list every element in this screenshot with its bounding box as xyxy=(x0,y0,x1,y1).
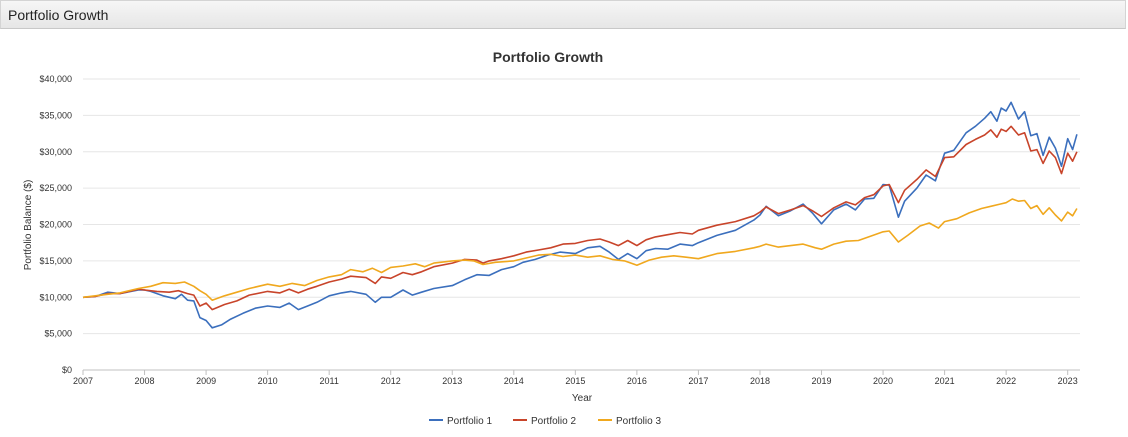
series-line-portfolio-2[interactable] xyxy=(82,125,1078,311)
y-tick-label: $35,000 xyxy=(39,110,72,120)
y-tick-label: $25,000 xyxy=(39,183,72,193)
x-axis-title: Year xyxy=(572,393,593,404)
y-tick-label: $30,000 xyxy=(39,147,72,157)
axes: $0 $5,000 $10,000 $15,000 $20,000 $25,000 $30,… xyxy=(39,74,1077,386)
portfolio-growth-chart: Portfolio Growth $0$5,000$10,000$15,000$… xyxy=(23,49,1080,427)
y-tick-label: $10,000 xyxy=(39,292,72,302)
panel-header: Portfolio Growth xyxy=(0,0,1126,29)
x-tick-label: 2007 xyxy=(73,376,93,386)
x-tick-label: 2008 xyxy=(135,376,155,386)
legend-label[interactable]: Portfolio 3 xyxy=(616,416,661,427)
legend-label[interactable]: Portfolio 2 xyxy=(531,416,576,427)
x-tick-label: 2010 xyxy=(258,376,278,386)
x-tick-label: 2014 xyxy=(504,376,524,386)
y-tick-label: $15,000 xyxy=(39,256,72,266)
legend: Portfolio 1 Portfolio 2 Portfolio 3 xyxy=(429,416,661,427)
grid-lines xyxy=(83,78,1080,371)
x-tick-label: 2018 xyxy=(750,376,770,386)
x-tick-label: 2020 xyxy=(873,376,893,386)
y-tick-label: $20,000 xyxy=(39,220,72,230)
x-tick-label: 2021 xyxy=(935,376,955,386)
x-tick-label: 2022 xyxy=(996,376,1016,386)
x-tick-label: 2012 xyxy=(381,376,401,386)
series-line-portfolio-3[interactable] xyxy=(82,198,1078,301)
y-axis-title: Portfolio Balance ($) xyxy=(23,180,34,271)
chart-title: Portfolio Growth xyxy=(493,49,603,65)
x-tick-label: 2019 xyxy=(812,376,832,386)
series-line-portfolio-1[interactable] xyxy=(82,101,1078,329)
x-tick-label: 2011 xyxy=(319,376,338,386)
y-tick-label: $40,000 xyxy=(39,74,72,84)
x-tick-label: 2016 xyxy=(627,376,647,386)
x-tick-label: 2009 xyxy=(196,376,216,386)
x-tick-label: 2015 xyxy=(565,376,585,386)
legend-label[interactable]: Portfolio 1 xyxy=(447,416,492,427)
y-tick-label: $0 xyxy=(62,365,72,375)
y-tick-label: $5,000 xyxy=(44,329,72,339)
series-lines xyxy=(82,101,1078,329)
x-tick-label: 2013 xyxy=(442,376,462,386)
panel-title: Portfolio Growth xyxy=(8,7,109,23)
x-tick-label: 2017 xyxy=(688,376,708,386)
x-tick-label: 2023 xyxy=(1058,376,1078,386)
